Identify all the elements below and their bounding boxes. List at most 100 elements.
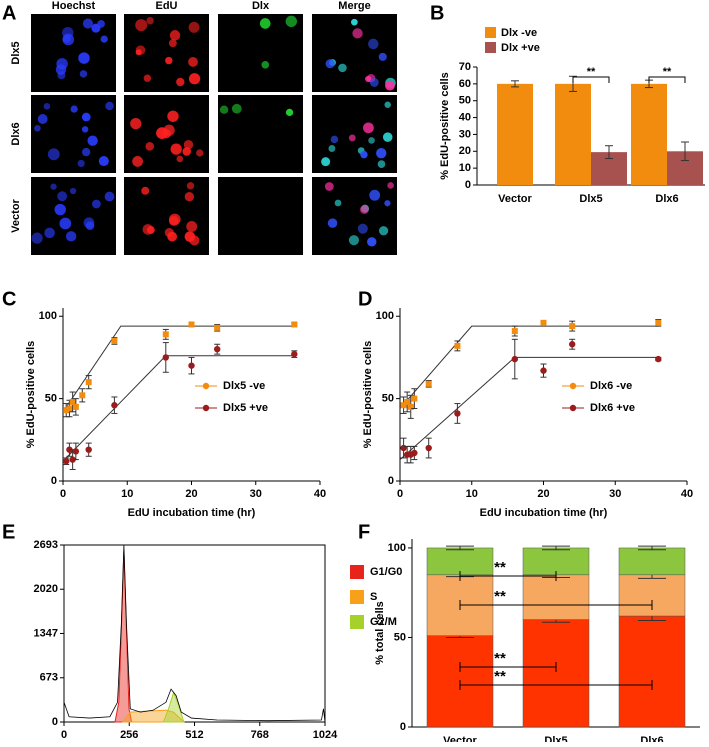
cell (165, 56, 173, 65)
cell (382, 132, 393, 142)
cell (37, 114, 48, 124)
legend-marker (569, 382, 577, 390)
cell (77, 159, 85, 167)
cell (359, 205, 369, 215)
fit-line (62, 325, 295, 413)
cell (387, 182, 394, 189)
point (72, 403, 79, 410)
column-header: Merge (338, 0, 370, 12)
cell (57, 71, 66, 80)
cell (145, 142, 155, 151)
legend-swatch (350, 590, 364, 604)
point (111, 402, 118, 409)
point (188, 362, 195, 369)
bar-segment (522, 619, 590, 728)
cell (348, 235, 359, 246)
x-tick-label: Dlx6 (640, 735, 663, 742)
column-header: EdU (156, 0, 178, 12)
cell (378, 226, 389, 236)
y-tick-label: 0 (400, 721, 406, 733)
y-tick-label: 20 (459, 145, 471, 157)
legend-marker (569, 404, 577, 412)
cell (97, 20, 105, 28)
significance-label: ** (494, 650, 506, 667)
point (411, 449, 418, 457)
x-tick-label: 30 (609, 488, 621, 500)
cell (163, 124, 175, 136)
bar-segment (522, 574, 590, 620)
y-tick-label: 2693 (34, 539, 58, 551)
x-tick-label: 0 (397, 488, 403, 500)
cell (378, 52, 387, 61)
point (411, 395, 418, 402)
legend-label: Dlx6 -ve (590, 380, 632, 392)
cell (328, 145, 336, 152)
bar (497, 83, 533, 185)
cell (31, 232, 43, 244)
cell (87, 135, 98, 146)
cell (82, 18, 94, 29)
column-header: Hoechst (52, 0, 96, 12)
cell (167, 110, 179, 122)
area (162, 690, 185, 723)
y-tick-label: 50 (382, 393, 394, 405)
bar-segment (618, 615, 686, 728)
cell (369, 77, 379, 87)
cell (259, 18, 271, 29)
cell (168, 39, 177, 48)
cell (186, 182, 195, 190)
legend-swatch (350, 615, 364, 629)
cell (85, 221, 95, 230)
bar (555, 83, 591, 185)
cell (59, 217, 72, 230)
cell (132, 156, 144, 167)
cell (141, 186, 150, 195)
significance-label: ** (494, 668, 506, 685)
cell (377, 160, 386, 168)
point (400, 444, 407, 452)
y-axis-label: % total cells (374, 601, 386, 665)
point (291, 350, 298, 358)
cell (196, 149, 204, 157)
x-tick-label: 768 (251, 729, 269, 741)
significance-bracket (459, 600, 653, 610)
point (69, 456, 76, 463)
cell (384, 101, 391, 108)
cell (367, 237, 377, 247)
cell (79, 70, 88, 78)
micrograph (218, 177, 303, 255)
significance-label: ** (587, 66, 596, 78)
point (511, 355, 518, 363)
cell (69, 187, 77, 195)
y-tick-label: 1347 (34, 627, 58, 639)
x-axis-label: EdU incubation time (hr) (128, 507, 256, 519)
x-tick-label: 10 (466, 488, 478, 500)
x-tick-label: 256 (120, 729, 138, 741)
cell (321, 157, 331, 167)
cell (368, 38, 379, 50)
point (400, 402, 407, 409)
legend-swatch (485, 42, 496, 53)
point (569, 323, 576, 330)
x-tick-label: 1024 (313, 729, 338, 741)
area (121, 709, 186, 723)
cell (285, 15, 298, 28)
legend-label: Dlx -ve (501, 27, 537, 39)
y-axis-label: % EdU-positive cells (362, 341, 374, 449)
y-tick-label: 0 (52, 716, 58, 728)
cell (384, 200, 391, 207)
y-tick-label: 10 (459, 162, 471, 174)
point (162, 331, 169, 338)
cell (98, 156, 109, 167)
cell (369, 189, 381, 201)
cell (368, 137, 375, 144)
point (569, 341, 576, 348)
y-tick-label: 0 (465, 179, 471, 191)
cell (351, 18, 358, 26)
cell (57, 191, 68, 202)
cell (360, 150, 368, 159)
x-tick-label: 30 (250, 488, 262, 500)
row-label: Dlx5 (10, 41, 22, 64)
cell (334, 199, 342, 207)
